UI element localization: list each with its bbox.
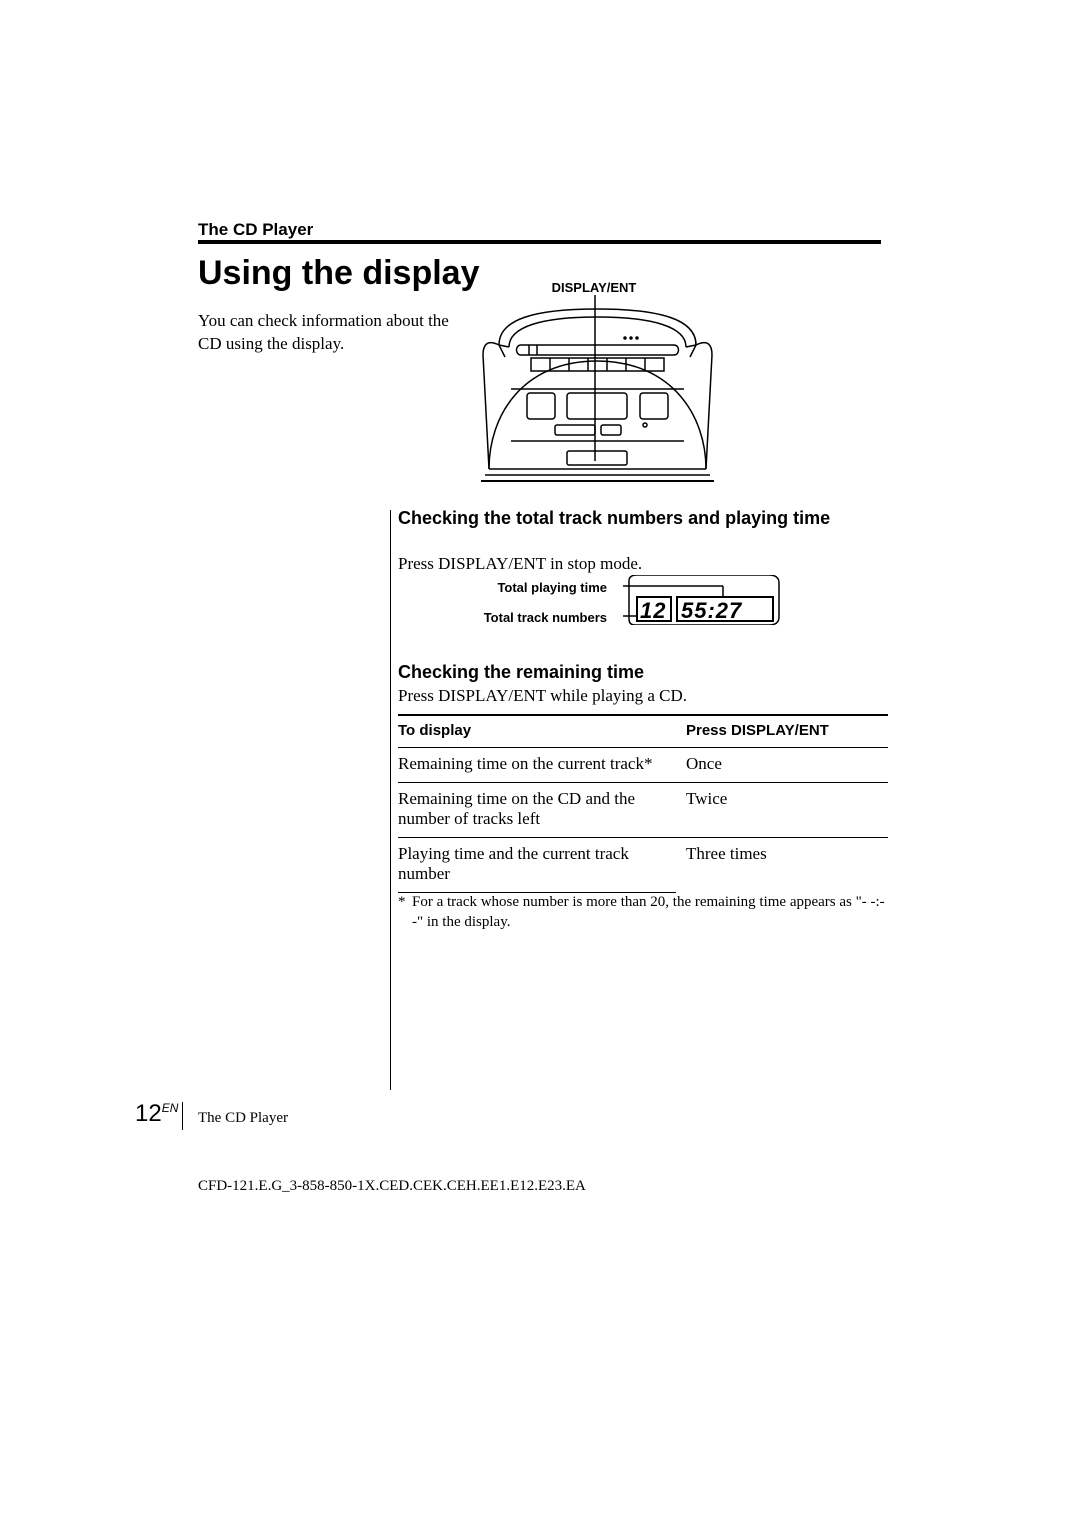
footnote-marker: * <box>398 892 412 933</box>
table-header-row: To display Press DISPLAY/ENT <box>398 716 888 747</box>
table-cell: Remaining time on the CD and the number … <box>398 789 686 829</box>
footnote-text: For a track whose number is more than 20… <box>412 892 886 933</box>
footer-doc-code: CFD-121.E.G_3-858-850-1X.CED.CEK.CEH.EE1… <box>198 1178 586 1195</box>
footer-section-label: The CD Player <box>198 1110 288 1127</box>
display-table: To display Press DISPLAY/ENT Remaining t… <box>398 714 888 893</box>
section-label: The CD Player <box>198 220 313 240</box>
lcd-time: 55:27 <box>681 598 743 623</box>
section-check-total: Checking the total track numbers and pla… <box>398 507 888 530</box>
heading-check-remaining: Checking the remaining time <box>398 661 888 684</box>
table-cell: Three times <box>686 844 866 884</box>
page-title: Using the display <box>198 254 480 293</box>
footer-divider <box>182 1102 183 1130</box>
table-cell: Once <box>686 754 866 774</box>
page: The CD Player Using the display You can … <box>0 0 1080 1528</box>
table-row: Remaining time on the CD and the number … <box>398 783 888 837</box>
intro-text: You can check information about the CD u… <box>198 310 453 356</box>
table-cell: Remaining time on the current track* <box>398 754 686 774</box>
cd-player-diagram <box>475 295 720 485</box>
device-caption: DISPLAY/ENT <box>534 280 654 295</box>
table-cell: Playing time and the current track numbe… <box>398 844 686 884</box>
lcd-track-number: 12 <box>640 598 666 623</box>
column-divider <box>390 510 391 1090</box>
footer-page-number: 12EN <box>135 1100 178 1128</box>
table-cell: Twice <box>686 789 866 829</box>
table-row: Playing time and the current track numbe… <box>398 838 888 892</box>
footnote: * For a track whose number is more than … <box>398 892 886 933</box>
table-col-header: Press DISPLAY/ENT <box>686 722 866 739</box>
heading-check-total: Checking the total track numbers and pla… <box>398 507 888 530</box>
label-total-playing-time: Total playing time <box>497 580 607 595</box>
page-number-value: 12 <box>135 1100 162 1127</box>
top-divider <box>198 240 881 244</box>
body-check-remaining: Press DISPLAY/ENT while playing a CD. <box>398 685 888 708</box>
table-row: Remaining time on the current track* Onc… <box>398 748 888 782</box>
lcd-panel: 12 55:27 <box>623 575 783 625</box>
body-check-total: Press DISPLAY/ENT in stop mode. <box>398 553 888 576</box>
page-number-locale: EN <box>162 1101 179 1115</box>
table-col-header: To display <box>398 722 686 739</box>
label-total-track-numbers: Total track numbers <box>484 610 607 625</box>
section-check-remaining: Checking the remaining time <box>398 661 888 684</box>
lcd-figure: Total playing time Total track numbers 1… <box>398 575 888 645</box>
